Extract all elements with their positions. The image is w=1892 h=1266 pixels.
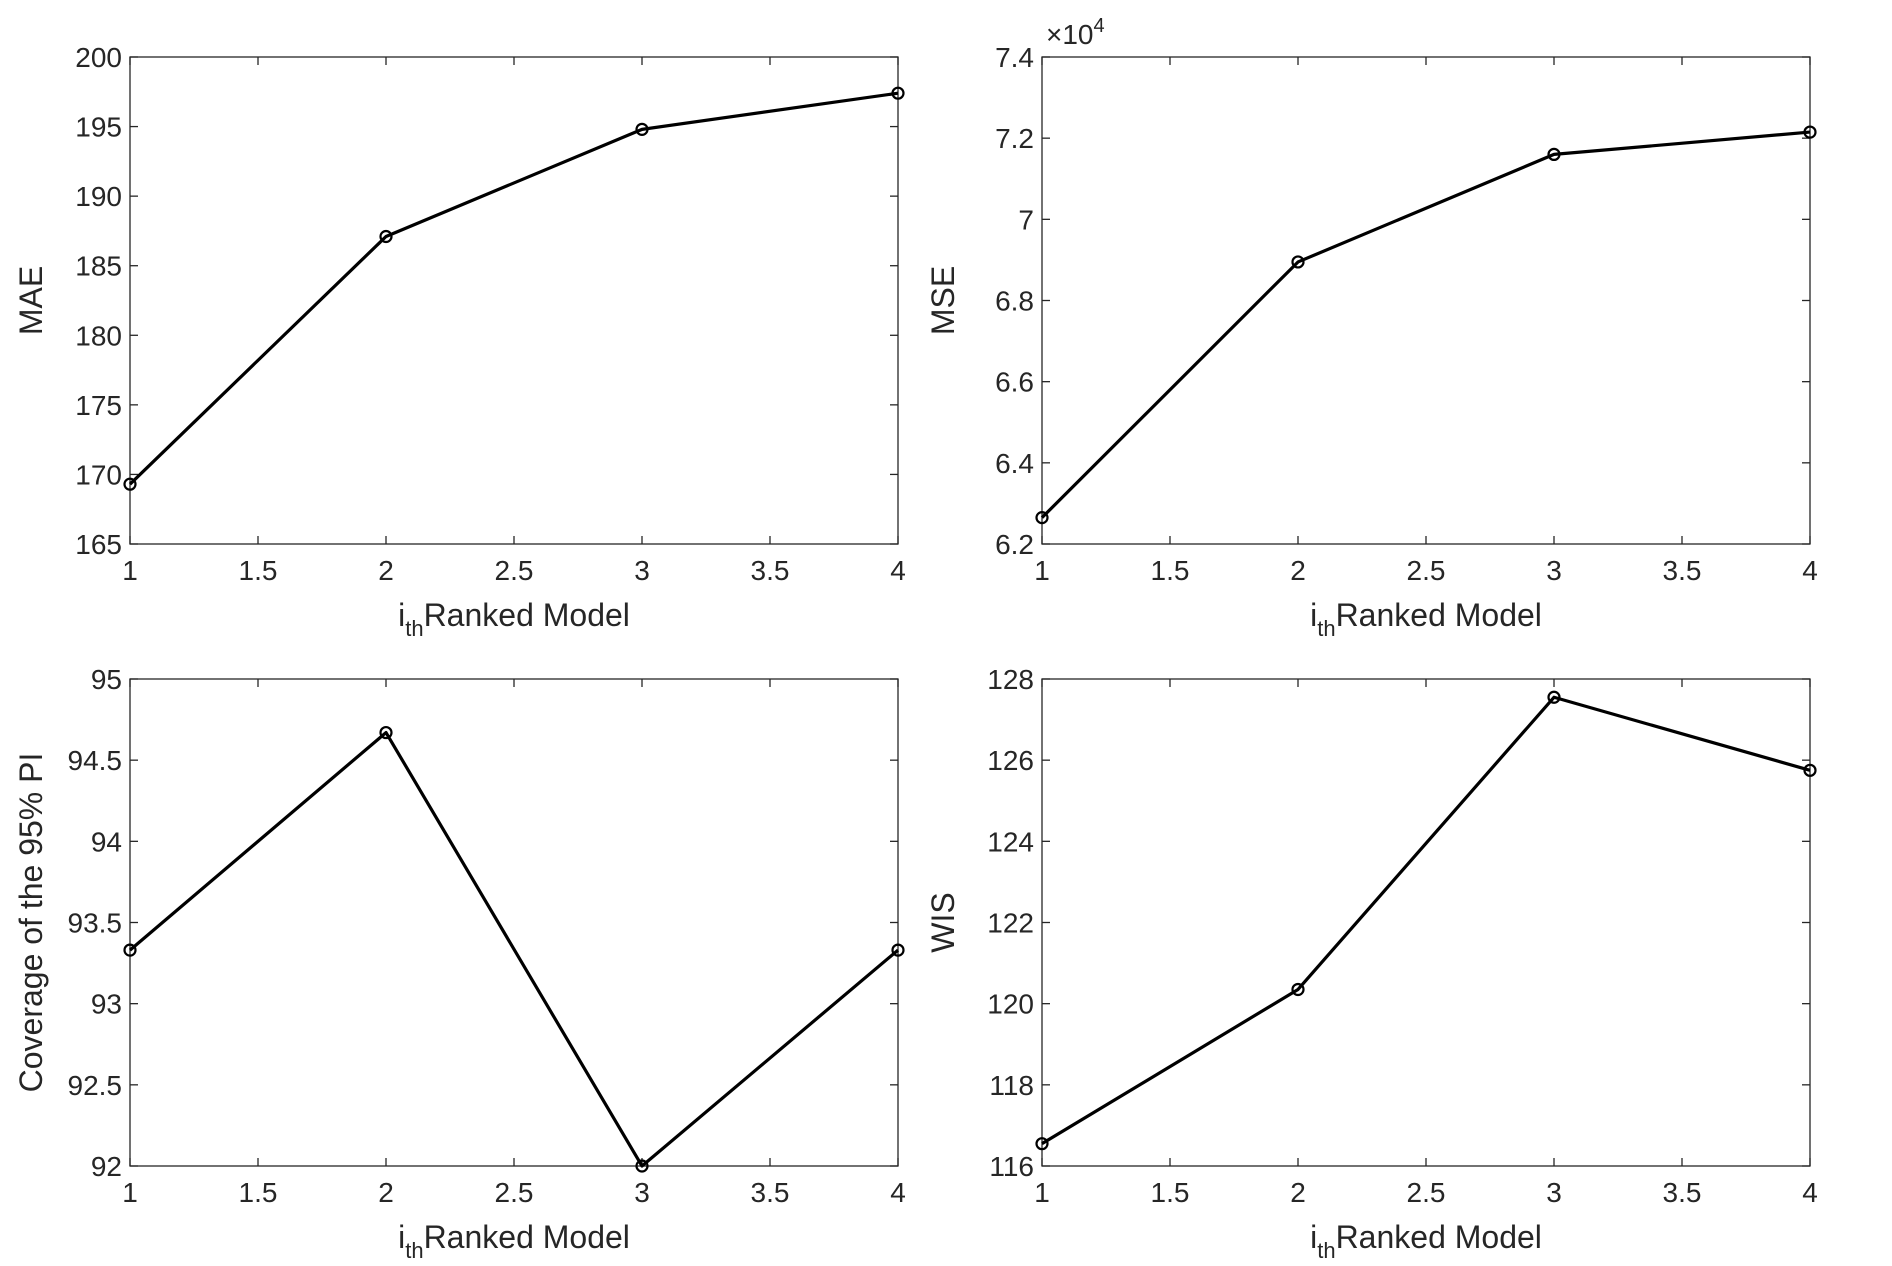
mae-x-axis-label: ithRanked Model: [398, 597, 630, 641]
coverage-data-point: [891, 943, 905, 957]
mae-data-point: [891, 86, 905, 100]
coverage-chart-panel: 1 1.5 2 2.5 3 3.5 4 92 92.5 93 93.5 94 94.5 95 ithRank…: [13, 664, 906, 1263]
mae-data-point: [379, 229, 393, 244]
wis-axes-box: [1041, 678, 1811, 1167]
mse-x-tick-label: 4: [1802, 555, 1818, 586]
mae-x-tick-label: 1: [122, 555, 138, 586]
wis-x-tick-label: 1: [1034, 1177, 1050, 1208]
coverage-x-tick-label: 3.5: [751, 1177, 790, 1208]
coverage-data-point: [379, 725, 393, 740]
wis-y-tick-label: 120: [987, 989, 1034, 1020]
wis-y-tick-label: 122: [987, 908, 1034, 939]
coverage-y-tick-label: 95: [91, 664, 122, 695]
mae-y-axis-label: MAE: [13, 266, 49, 335]
mse-x-axis-label: ithRanked Model: [1310, 597, 1542, 641]
wis-x-tick-label: 2.5: [1407, 1177, 1446, 1208]
mae-x-tick-label: 1.5: [239, 555, 278, 586]
mse-axes-box: [1041, 56, 1811, 545]
wis-y-tick-label: 126: [987, 745, 1034, 776]
mse-x-tick-label: 3: [1546, 555, 1562, 586]
mae-y-tick-label: 190: [75, 181, 122, 212]
wis-chart-panel: 1 1.5 2 2.5 3 3.5 4 116 118 120 122 124 126 128 ithRan…: [925, 664, 1818, 1263]
mse-data-point: [1035, 511, 1049, 525]
coverage-x-tick-label: 1: [122, 1177, 138, 1208]
wis-x-tick-label: 1.5: [1151, 1177, 1190, 1208]
mae-y-tick-label: 200: [75, 42, 122, 73]
mse-data-point: [1291, 255, 1305, 269]
coverage-y-tick-label: 92.5: [68, 1070, 123, 1101]
wis-y-tick-label: 128: [987, 664, 1034, 695]
mae-y-tick-label: 165: [75, 529, 122, 560]
coverage-y-tick-label: 94: [91, 826, 122, 857]
mse-x-tick-label: 2.5: [1407, 555, 1446, 586]
mae-y-tick-label: 170: [75, 459, 122, 490]
mse-y-tick-label: 7.4: [995, 42, 1034, 73]
mae-x-tick-label: 2.5: [495, 555, 534, 586]
mae-data-point: [635, 122, 649, 136]
coverage-x-tick-label: 1.5: [239, 1177, 278, 1208]
mse-y-tick-label: 6.8: [995, 286, 1034, 317]
wis-y-tick-label: 116: [989, 1151, 1034, 1182]
mse-y-tick-label: 6.6: [995, 367, 1034, 398]
mse-y-tick-label: 6.2: [995, 529, 1034, 560]
mse-y-tick-label: 7: [1018, 204, 1034, 235]
coverage-axes-box: [129, 678, 899, 1167]
coverage-x-tick-label: 2.5: [495, 1177, 534, 1208]
wis-x-axis-label: ithRanked Model: [1310, 1219, 1542, 1263]
mae-x-tick-label: 2: [378, 555, 394, 586]
mse-y-tick-label: 7.2: [995, 123, 1034, 154]
wis-x-tick-label: 2: [1290, 1177, 1306, 1208]
wis-x-tick-label: 3: [1546, 1177, 1562, 1208]
mse-x-tick-label: 1: [1034, 555, 1050, 586]
mse-y-axis-label: MSE: [925, 266, 961, 335]
wis-data-point: [1803, 763, 1817, 777]
mae-chart-panel: 1 1.5 2 2.5 3 3.5 4 165 170 175 180 185 190 195 200 ith…: [13, 42, 906, 641]
wis-x-tick-label: 3.5: [1663, 1177, 1702, 1208]
coverage-data-point: [123, 943, 137, 957]
wis-y-tick-label: 118: [989, 1070, 1034, 1101]
mse-x-tick-label: 3.5: [1663, 555, 1702, 586]
mae-x-tick-label: 3.5: [751, 555, 790, 586]
coverage-y-axis-label: Coverage of the 95% PI: [13, 753, 49, 1093]
wis-data-point: [1035, 1137, 1049, 1151]
coverage-series-line: [128, 730, 900, 1168]
coverage-data-point: [635, 1159, 649, 1173]
coverage-x-tick-label: 3: [634, 1177, 650, 1208]
coverage-y-tick-label: 93.5: [68, 908, 123, 939]
mse-x-tick-label: 2: [1290, 555, 1306, 586]
wis-data-point: [1291, 982, 1305, 997]
mae-axes-box: [129, 56, 899, 545]
mae-x-tick-label: 3: [634, 555, 650, 586]
coverage-y-tick-label: 94.5: [68, 745, 123, 776]
coverage-y-tick-label: 92: [91, 1151, 122, 1182]
mae-y-tick-label: 185: [75, 251, 122, 282]
mse-chart-panel: 1 1.5 2 2.5 3 3.5 4 6.2 6.4 6.6 6.8 7 7.2 7.4 ×104 ithR…: [925, 15, 1818, 641]
mae-series-line: [128, 91, 899, 486]
wis-x-tick-label: 4: [1802, 1177, 1818, 1208]
mse-data-point: [1803, 125, 1817, 139]
mse-y-tick-label: 6.4: [995, 448, 1034, 479]
wis-y-axis-label: WIS: [925, 892, 961, 952]
mae-y-tick-label: 175: [75, 390, 122, 421]
coverage-x-axis-label: ithRanked Model: [398, 1219, 630, 1263]
mse-y-exponent-label: ×104: [1046, 15, 1105, 50]
coverage-x-tick-label: 4: [890, 1177, 906, 1208]
mse-series-line: [1040, 130, 1811, 519]
mae-x-tick-label: 4: [890, 555, 906, 586]
mae-data-point: [123, 477, 137, 491]
mae-y-tick-label: 180: [75, 320, 122, 351]
mse-x-tick-label: 1.5: [1151, 555, 1190, 586]
wis-data-point: [1547, 690, 1561, 704]
mse-data-point: [1547, 147, 1561, 161]
mae-y-tick-label: 195: [75, 112, 122, 143]
wis-series-line: [1041, 695, 1811, 1146]
coverage-y-tick-label: 93: [91, 989, 122, 1020]
coverage-x-tick-label: 2: [378, 1177, 394, 1208]
wis-y-tick-label: 124: [987, 826, 1034, 857]
